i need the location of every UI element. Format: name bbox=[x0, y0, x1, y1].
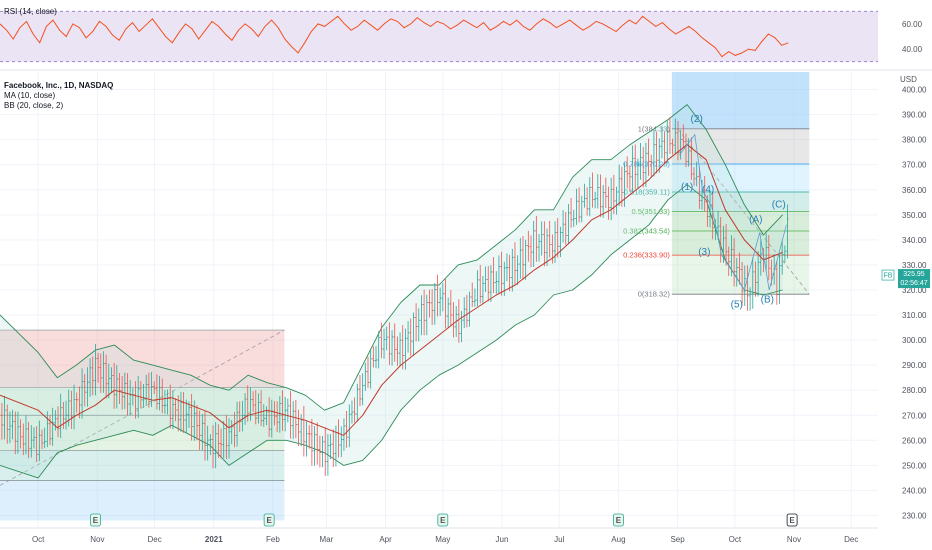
earnings-label: E bbox=[440, 516, 446, 525]
time-tick-label: Oct bbox=[729, 535, 742, 544]
last-price-label: 325.95 bbox=[903, 271, 925, 278]
time-tick-label: Dec bbox=[844, 535, 858, 544]
symbol-title: Facebook, Inc., 1D, NASDAQ bbox=[4, 81, 114, 90]
currency-label: USD bbox=[900, 75, 917, 84]
price-tick-label: 250.00 bbox=[902, 461, 927, 470]
earnings-icon bbox=[437, 513, 449, 527]
price-tick-label: 240.00 bbox=[902, 486, 927, 495]
fib-level-label: 0.618(359.11) bbox=[624, 187, 671, 196]
ma-line bbox=[0, 144, 783, 436]
price-tick-label: 360.00 bbox=[902, 186, 927, 195]
time-tick-label: Dec bbox=[147, 535, 161, 544]
fib-zone bbox=[671, 164, 810, 192]
earnings-label: E bbox=[266, 516, 272, 525]
earnings-icon bbox=[263, 513, 275, 527]
price-axis-bg bbox=[878, 72, 932, 528]
time-tick-label: Jul bbox=[554, 535, 564, 544]
ma-legend: MA (10, close) bbox=[4, 91, 55, 101]
earnings-icon bbox=[90, 513, 101, 527]
ma-title: MA (10, close) bbox=[4, 91, 56, 100]
bb-upper-line bbox=[0, 104, 783, 411]
wave-path bbox=[679, 133, 787, 291]
fib-top-zone bbox=[671, 72, 810, 129]
time-tick-label: Mar bbox=[319, 535, 333, 544]
bb-title: BB (20, close, 2) bbox=[4, 101, 64, 110]
wave-label: (1) bbox=[681, 182, 693, 193]
earnings-icon bbox=[613, 513, 624, 527]
time-tick-label: Sep bbox=[670, 535, 685, 544]
rsi-title: RSI (14, close) bbox=[4, 7, 57, 16]
symbol-legend: Facebook, Inc., 1D, NASDAQ bbox=[4, 81, 113, 91]
earnings-icon bbox=[786, 513, 798, 527]
time-tick-label: May bbox=[435, 535, 450, 544]
symbol-badge bbox=[881, 269, 895, 281]
rsi-legend: RSI (14, close) bbox=[4, 7, 57, 17]
time-tick-label: Nov bbox=[90, 535, 104, 544]
fib-trend bbox=[677, 128, 810, 295]
wave-label: (C) bbox=[772, 199, 786, 210]
wave-label: (B) bbox=[761, 295, 774, 306]
wave-label: (5) bbox=[731, 300, 743, 311]
fib-zone bbox=[671, 255, 810, 295]
fib-level-label: 0.236(333.90) bbox=[623, 251, 670, 260]
earnings-label: E bbox=[616, 516, 622, 525]
price-tick-label: 320.00 bbox=[902, 286, 927, 295]
time-tick-label: Apr bbox=[379, 535, 392, 544]
price-tick-label: 380.00 bbox=[902, 136, 927, 145]
wave-label: (3) bbox=[698, 247, 710, 258]
time-tick-label: Feb bbox=[266, 535, 280, 544]
price-tick-label: 400.00 bbox=[902, 86, 927, 95]
rsi-tick-label: 60.00 bbox=[902, 20, 923, 29]
rsi-band bbox=[0, 11, 878, 62]
old-fib-zone bbox=[0, 330, 285, 388]
time-tick-label: Jun bbox=[496, 535, 509, 544]
wave-label: (A) bbox=[749, 214, 762, 225]
price-tick-label: 300.00 bbox=[902, 336, 927, 345]
earnings-label: E bbox=[93, 516, 99, 525]
bb-lower-line bbox=[0, 184, 783, 479]
time-tick-label: Aug bbox=[611, 535, 625, 544]
old-fib-zone bbox=[0, 480, 285, 521]
price-tick-label: 370.00 bbox=[902, 161, 927, 170]
price-tick-label: 350.00 bbox=[902, 211, 927, 220]
time-tick-label: Nov bbox=[787, 535, 801, 544]
price-tick-label: 260.00 bbox=[902, 436, 927, 445]
rsi-line bbox=[0, 15, 789, 58]
bb-legend: BB (20, close, 2) bbox=[4, 101, 63, 111]
fib-level-label: 0.5(351.33) bbox=[631, 207, 670, 216]
wave-label: (4) bbox=[702, 184, 714, 195]
price-tick-label: 280.00 bbox=[902, 386, 927, 395]
fib-level-label: 0.382(343.54) bbox=[623, 226, 670, 235]
price-tick-label: 340.00 bbox=[902, 236, 927, 245]
fib-level-label: 0.786(370.28) bbox=[623, 160, 670, 169]
time-tick-label: 2021 bbox=[205, 535, 223, 544]
wave-label: (2) bbox=[691, 114, 703, 125]
last-price-badge bbox=[898, 269, 930, 289]
fib-zone bbox=[671, 211, 810, 231]
old-fib-trend bbox=[0, 329, 285, 486]
price-tick-label: 230.00 bbox=[902, 511, 927, 520]
price-tick-label: 390.00 bbox=[902, 111, 927, 120]
time-tick-label: Oct bbox=[32, 535, 45, 544]
symbol-badge-label: FB bbox=[884, 273, 893, 280]
price-tick-label: 290.00 bbox=[902, 361, 927, 370]
countdown-label: 02:56:47 bbox=[900, 280, 927, 287]
fib-level-label: 0(318.32) bbox=[638, 290, 671, 299]
earnings-label: E bbox=[789, 516, 795, 525]
price-tick-label: 270.00 bbox=[902, 411, 927, 420]
price-tick-label: 310.00 bbox=[902, 311, 927, 320]
rsi-tick-label: 40.00 bbox=[902, 45, 923, 54]
price-tick-label: 330.00 bbox=[902, 261, 927, 270]
